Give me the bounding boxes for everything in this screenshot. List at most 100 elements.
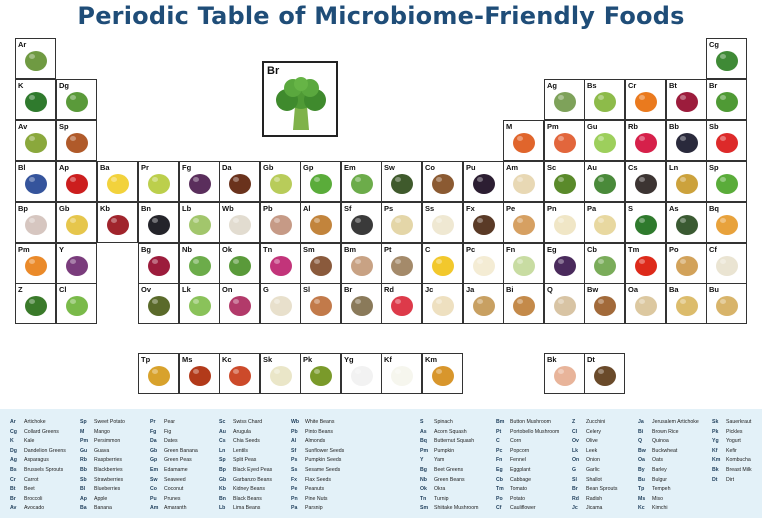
food-icon	[510, 172, 538, 196]
element-tile-tn: Tn	[260, 243, 301, 284]
food-icon-body	[634, 91, 657, 112]
legend-entry: Sl Shallot	[572, 476, 617, 486]
legend-column: Sc Swiss Chard Au Arugula Cs Chia Seeds Ln Lent…	[219, 418, 272, 514]
element-tile-bp: Bp	[15, 202, 56, 243]
element-symbol: Pu	[466, 163, 476, 172]
legend-entry: Z Zucchini	[572, 418, 617, 428]
element-tile-sb: Sb	[706, 120, 747, 161]
legend-symbol: Ba	[80, 505, 87, 512]
legend-column: Ja Jerusalem Artichoke Bi Brown Rice Q Quinoa…	[638, 418, 699, 514]
legend-symbol: Jc	[572, 505, 578, 512]
element-symbol: Gb	[59, 204, 70, 213]
element-tile-oa: Oa	[625, 283, 666, 324]
legend-symbol: Gu	[80, 447, 88, 454]
element-symbol: Cb	[587, 245, 597, 254]
food-icon-highlight	[557, 217, 564, 223]
food-icon-body	[675, 295, 698, 316]
food-icon-body	[593, 365, 616, 386]
legend-symbol: Pb	[291, 428, 298, 435]
food-icon-body	[512, 173, 535, 194]
element-tile-rd: Rd	[381, 283, 422, 324]
legend-symbol: Cb	[496, 476, 503, 483]
element-tile-po: Po	[666, 243, 707, 284]
legend-symbol: Da	[150, 438, 157, 445]
element-symbol: Lk	[182, 285, 191, 294]
legend-name: Kefir	[726, 447, 737, 454]
legend-symbol: Fx	[291, 476, 298, 483]
food-icon	[63, 254, 91, 278]
food-icon-highlight	[232, 176, 239, 182]
legend-entry: Bt Beet	[10, 485, 66, 495]
element-symbol: Ok	[222, 245, 233, 254]
legend-symbol: Lk	[572, 447, 579, 454]
food-icon	[22, 131, 50, 155]
element-symbol: Bn	[141, 204, 151, 213]
food-icon	[470, 254, 498, 278]
food-icon	[510, 294, 538, 318]
element-symbol: Gu	[587, 122, 598, 131]
food-icon-body	[634, 173, 657, 194]
food-icon-body	[24, 295, 47, 316]
food-icon-body	[715, 173, 738, 194]
legend-entry: Pb Pinto Beans	[291, 428, 344, 438]
legend-name: Shallot	[586, 476, 602, 483]
element-symbol: Ja	[466, 285, 475, 294]
food-icon-highlight	[232, 217, 239, 223]
legend-entry: Km Kombucha	[712, 456, 752, 466]
legend-symbol: Dg	[10, 447, 17, 454]
legend-name: Corn	[510, 438, 522, 445]
legend-name: Garlic	[586, 466, 600, 473]
legend-entry: Br Bean Sprouts	[572, 485, 617, 495]
food-icon-highlight	[69, 258, 76, 264]
food-icon-body	[634, 132, 657, 153]
legend-symbol: M	[80, 428, 85, 435]
food-icon-highlight	[557, 176, 564, 182]
legend-name: Olive	[586, 438, 598, 445]
food-icon-highlight	[394, 176, 401, 182]
legend-name: Beet	[24, 486, 35, 493]
legend-symbol: Bs	[10, 466, 17, 473]
food-icon-highlight	[557, 298, 564, 304]
food-icon-highlight	[638, 258, 645, 264]
legend-symbol: Bn	[219, 495, 226, 502]
element-tile-am: Am	[503, 161, 544, 202]
element-symbol: Kc	[222, 355, 232, 364]
legend-entry: Ap Apple	[80, 495, 125, 505]
food-icon	[429, 254, 457, 278]
legend-name: Kidney Beans	[233, 486, 266, 493]
food-icon-highlight	[679, 176, 686, 182]
legend-symbol: Lb	[219, 505, 226, 512]
element-symbol: Co	[425, 163, 435, 172]
element-tile-bk: Bk	[544, 353, 585, 394]
legend-name: Lima Beans	[233, 505, 261, 512]
food-icon-highlight	[232, 368, 239, 374]
food-icon-body	[65, 91, 88, 112]
element-symbol: Pm	[18, 245, 30, 254]
legend-entry: Cf Cauliflower	[496, 504, 559, 514]
element-tile-em: Em	[341, 161, 382, 202]
legend-symbol: Kb	[219, 486, 226, 493]
food-icon	[551, 131, 579, 155]
legend-entry: By Barley	[638, 466, 699, 476]
food-icon-body	[350, 173, 373, 194]
legend-symbol: Au	[219, 428, 226, 435]
element-tile-g: G	[260, 283, 301, 324]
food-icon-body	[350, 365, 373, 386]
legend-entry: Br Broccoli	[10, 495, 66, 505]
legend-column: S Spinach As Acorn Squash Bq Butternut Squash…	[420, 418, 478, 514]
legend-entry: G Garlic	[572, 466, 617, 476]
food-icon-body	[147, 214, 170, 235]
legend-symbol: Sl	[572, 476, 577, 483]
food-icon-highlight	[435, 258, 442, 264]
legend-entry: Rd Radish	[572, 495, 617, 505]
element-tile-br: Br	[706, 79, 747, 120]
legend-entry: C Corn	[496, 437, 559, 447]
legend-entry: Kc Kimchi	[638, 504, 699, 514]
food-icon-body	[634, 295, 657, 316]
food-icon-body	[350, 255, 373, 276]
legend-symbol: Pt	[496, 428, 502, 435]
legend-symbol: Fg	[150, 428, 157, 435]
legend-entry: Lb Lima Beans	[219, 504, 272, 514]
food-icon-highlight	[597, 298, 604, 304]
legend-entry: Pe Peanuts	[291, 485, 344, 495]
